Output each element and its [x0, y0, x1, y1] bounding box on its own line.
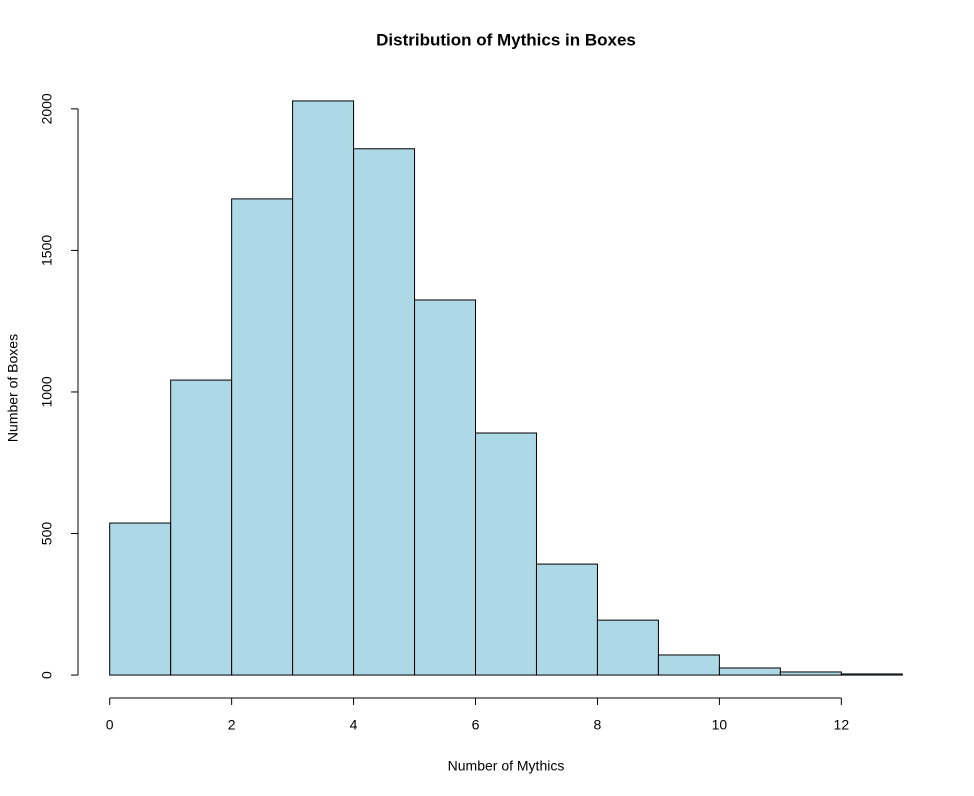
bar — [535, 563, 598, 676]
x-tick-label: 10 — [712, 717, 728, 733]
y-axis-label: Number of Boxes — [5, 334, 21, 442]
bar — [718, 667, 781, 676]
bar — [779, 671, 842, 676]
bar — [840, 673, 903, 676]
x-tick-label: 6 — [472, 717, 480, 733]
bar — [414, 299, 477, 676]
bar — [292, 100, 355, 676]
x-axis-label: Number of Mythics — [448, 758, 565, 774]
bar — [109, 522, 172, 676]
x-tick-label: 2 — [228, 717, 236, 733]
x-tick-label: 0 — [106, 717, 114, 733]
bar — [657, 654, 720, 676]
x-tick-label: 4 — [350, 717, 358, 733]
bar — [596, 619, 659, 676]
bar — [353, 148, 416, 676]
x-tick-label: 12 — [834, 717, 850, 733]
chart-title: Distribution of Mythics in Boxes — [376, 30, 636, 49]
bar — [231, 198, 294, 676]
bar — [475, 432, 537, 676]
y-tick-label: 500 — [39, 522, 55, 546]
y-tick-label: 1000 — [39, 376, 55, 407]
y-tick-label: 2000 — [39, 93, 55, 124]
x-tick-label: 8 — [594, 717, 602, 733]
y-tick-label: 1500 — [39, 235, 55, 266]
bar — [170, 379, 233, 676]
y-tick-label: 0 — [39, 671, 55, 679]
